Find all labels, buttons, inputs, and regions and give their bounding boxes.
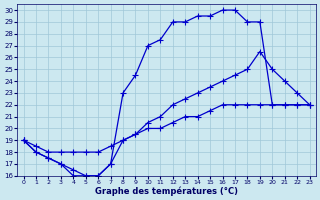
X-axis label: Graphe des températures (°C): Graphe des températures (°C) <box>95 186 238 196</box>
